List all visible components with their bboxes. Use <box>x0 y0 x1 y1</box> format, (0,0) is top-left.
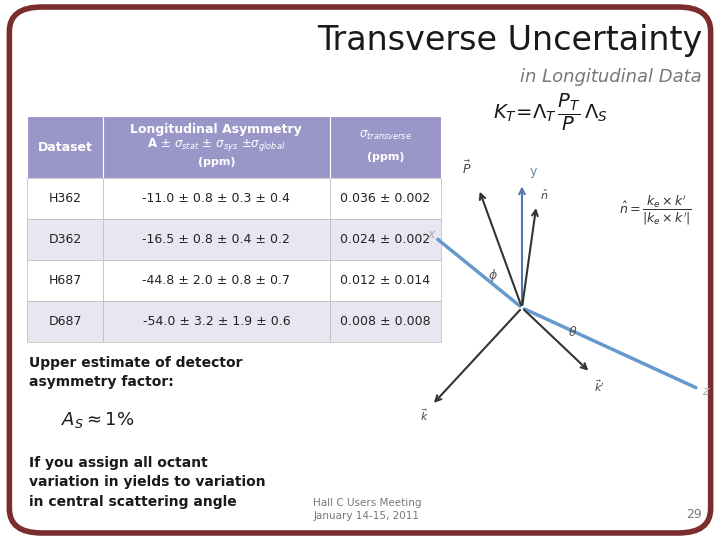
Text: Upper estimate of detector
asymmetry factor:: Upper estimate of detector asymmetry fac… <box>29 356 243 389</box>
Text: y: y <box>529 165 536 178</box>
Text: $\sigma_{transverse}$: $\sigma_{transverse}$ <box>359 129 412 142</box>
Text: Transverse Uncertainty: Transverse Uncertainty <box>317 24 702 57</box>
FancyBboxPatch shape <box>9 7 711 533</box>
Text: Hall C Users Meeting
January 14-15, 2011: Hall C Users Meeting January 14-15, 2011 <box>313 498 422 521</box>
Text: H687: H687 <box>48 274 82 287</box>
Text: D687: D687 <box>48 315 82 328</box>
Bar <box>27 260 103 301</box>
Text: x: x <box>428 228 435 241</box>
Bar <box>27 178 103 219</box>
Bar <box>103 116 330 178</box>
Text: $\vec{k}$: $\vec{k}$ <box>420 408 428 423</box>
Bar <box>27 116 103 178</box>
Text: $A_S \approx 1\%$: $A_S \approx 1\%$ <box>61 410 135 430</box>
Text: 0.008 ± 0.008: 0.008 ± 0.008 <box>341 315 431 328</box>
Text: Longitudinal Asymmetry: Longitudinal Asymmetry <box>130 123 302 136</box>
Bar <box>330 178 441 219</box>
Bar <box>27 219 103 260</box>
Text: -16.5 ± 0.8 ± 0.4 ± 0.2: -16.5 ± 0.8 ± 0.4 ± 0.2 <box>143 233 290 246</box>
Text: Dataset: Dataset <box>37 140 93 154</box>
Text: $\theta$: $\theta$ <box>567 325 577 339</box>
Text: 0.012 ± 0.014: 0.012 ± 0.014 <box>341 274 431 287</box>
Text: -44.8 ± 2.0 ± 0.8 ± 0.7: -44.8 ± 2.0 ± 0.8 ± 0.7 <box>143 274 290 287</box>
Text: 0.024 ± 0.002: 0.024 ± 0.002 <box>341 233 431 246</box>
Bar <box>27 301 103 342</box>
Text: H362: H362 <box>49 192 81 205</box>
Bar <box>330 219 441 260</box>
Text: D362: D362 <box>48 233 82 246</box>
Text: A $\pm$ $\sigma_{stat}$ $\pm$ $\sigma_{sys}$ $\pm\sigma_{global}$: A $\pm$ $\sigma_{stat}$ $\pm$ $\sigma_{s… <box>147 137 286 153</box>
Text: (ppm): (ppm) <box>197 157 235 167</box>
Bar <box>103 219 330 260</box>
Text: (ppm): (ppm) <box>366 152 405 162</box>
Bar <box>103 178 330 219</box>
Text: $\vec{P}$: $\vec{P}$ <box>462 160 472 177</box>
Bar <box>330 116 441 178</box>
Text: 0.036 ± 0.002: 0.036 ± 0.002 <box>341 192 431 205</box>
Text: $\phi$: $\phi$ <box>488 267 498 284</box>
Text: -54.0 ± 3.2 ± 1.9 ± 0.6: -54.0 ± 3.2 ± 1.9 ± 0.6 <box>143 315 290 328</box>
Bar <box>103 301 330 342</box>
Text: $\hat{n}$: $\hat{n}$ <box>540 188 549 202</box>
Text: 29: 29 <box>686 508 702 521</box>
Text: $K_T\!=\!\Lambda_T\,\dfrac{P_T}{P}\,\Lambda_S$: $K_T\!=\!\Lambda_T\,\dfrac{P_T}{P}\,\Lam… <box>493 92 608 133</box>
Bar <box>103 260 330 301</box>
Text: -11.0 ± 0.8 ± 0.3 ± 0.4: -11.0 ± 0.8 ± 0.3 ± 0.4 <box>143 192 290 205</box>
Bar <box>330 301 441 342</box>
Text: z: z <box>702 385 708 398</box>
Text: If you assign all octant
variation in yields to variation
in central scattering : If you assign all octant variation in yi… <box>29 456 266 509</box>
Text: in Longitudinal Data: in Longitudinal Data <box>521 68 702 85</box>
Text: $\vec{k}'$: $\vec{k}'$ <box>594 378 605 394</box>
Bar <box>330 260 441 301</box>
Text: $\hat{n} = \dfrac{k_e \times k'}{|k_e \times k'|}$: $\hat{n} = \dfrac{k_e \times k'}{|k_e \t… <box>619 194 692 227</box>
